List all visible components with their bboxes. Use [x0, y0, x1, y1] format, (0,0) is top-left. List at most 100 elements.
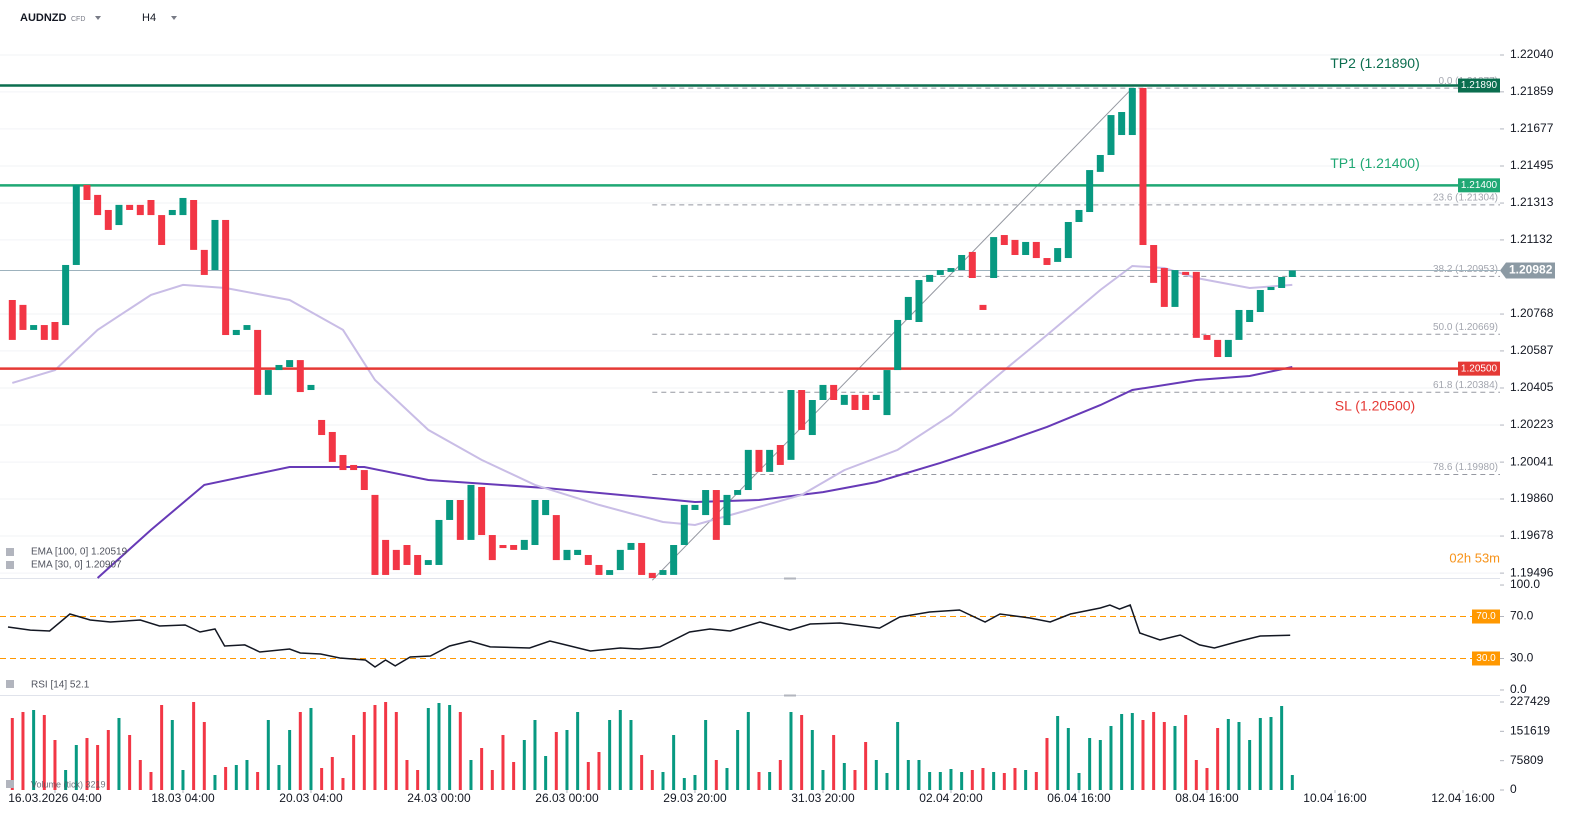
candle — [851, 394, 859, 410]
level-tag — [1458, 178, 1500, 193]
candle — [1171, 270, 1179, 307]
volume-bar — [1120, 714, 1124, 790]
candle — [360, 470, 368, 491]
level-tag-label: 1.21400 — [1461, 180, 1498, 191]
candle — [947, 268, 955, 272]
y-tick-label: 30.0 — [1510, 651, 1534, 665]
volume-bar — [309, 708, 313, 790]
candle — [40, 325, 48, 340]
level-annotation: SL (1.20500) — [1335, 397, 1415, 413]
volume-bar — [10, 718, 14, 790]
candle — [702, 490, 710, 516]
candle — [648, 572, 656, 578]
y-tick-label: 151619 — [1510, 724, 1550, 738]
volume-bar — [1258, 718, 1262, 790]
candle — [776, 445, 784, 465]
fib-label: 78.6 (1.19980) — [1433, 462, 1498, 473]
timeframe-dropdown[interactable] — [171, 16, 177, 20]
volume-bar — [874, 760, 878, 790]
volume-bar — [53, 740, 57, 790]
candle — [446, 499, 454, 520]
volume-bar — [1205, 768, 1209, 790]
y-tick-label: 1.20223 — [1510, 417, 1554, 431]
volume-bar — [704, 720, 708, 790]
volume-bar — [1024, 770, 1028, 790]
y-tick-label: 1.19860 — [1510, 491, 1554, 505]
candle — [72, 184, 80, 265]
candle — [1075, 209, 1083, 222]
level-tag — [1458, 78, 1500, 93]
volume-bar — [778, 760, 782, 790]
volume-bar — [1162, 722, 1166, 790]
y-tick-label: 1.20587 — [1510, 343, 1554, 357]
x-tick-label: 31.03 20:00 — [791, 791, 855, 805]
candle — [392, 549, 400, 571]
x-tick-label: 08.04 16:00 — [1175, 791, 1239, 805]
volume-bar — [1109, 726, 1113, 790]
candle — [243, 325, 251, 330]
volume-bar — [800, 715, 804, 790]
candle — [200, 249, 208, 275]
volume-bar — [213, 775, 217, 790]
y-tick-label: 0.0 — [1510, 682, 1527, 696]
volume-bar — [32, 710, 36, 790]
candle — [787, 390, 795, 460]
candle — [1043, 258, 1051, 265]
y-tick-label: 227429 — [1510, 694, 1550, 708]
volume-bar — [906, 760, 910, 790]
candle — [382, 539, 390, 575]
candle — [147, 199, 155, 216]
candle — [606, 570, 614, 575]
volume-bar — [565, 730, 569, 790]
timeframe[interactable]: H4 — [142, 12, 156, 24]
volume-bar — [1141, 720, 1145, 790]
level-tag-label: 1.21890 — [1461, 80, 1498, 91]
volume-bar — [1184, 715, 1188, 790]
volume-bar — [1290, 775, 1294, 790]
candle — [1128, 87, 1136, 136]
volume-bar — [21, 712, 25, 790]
candle — [584, 554, 592, 565]
volume-bar — [832, 735, 836, 790]
candle — [990, 237, 998, 279]
volume-bar — [586, 762, 590, 790]
volume-bar — [1034, 772, 1038, 790]
candle — [723, 494, 731, 526]
volume-bar — [277, 765, 281, 790]
volume-bar — [917, 760, 921, 790]
legend-label: EMA [100, 0] 1.20519 — [31, 547, 128, 558]
volume-bar — [746, 712, 750, 790]
volume-bar — [725, 768, 729, 790]
candle — [680, 504, 688, 546]
candle — [1224, 339, 1232, 358]
volume-bar — [405, 760, 409, 790]
volume-bar — [469, 760, 473, 790]
candle — [1107, 115, 1115, 155]
candle — [531, 499, 539, 546]
candle — [979, 304, 987, 310]
candle — [1288, 270, 1296, 277]
ema-line — [96, 366, 1293, 579]
volume-bar — [106, 730, 110, 790]
volume-bar — [544, 755, 548, 790]
candle — [926, 274, 934, 282]
candle — [168, 209, 176, 216]
volume-bar — [533, 720, 537, 790]
legend-icon — [6, 780, 14, 788]
candle — [595, 564, 603, 575]
symbol[interactable]: AUDNZD — [20, 12, 66, 24]
symbol-dropdown[interactable] — [95, 16, 101, 20]
last-price-label: 1.20982 — [1509, 263, 1553, 277]
rsi-band-label: 70.0 — [1476, 611, 1496, 622]
x-tick-label: 29.03 20:00 — [663, 791, 727, 805]
y-tick-label: 70.0 — [1510, 609, 1534, 623]
fib-trendline — [651, 87, 1133, 581]
candle — [307, 384, 315, 391]
volume-bar — [384, 702, 388, 790]
y-tick-label: 1.21859 — [1510, 84, 1554, 98]
volume-bar — [298, 712, 302, 790]
candle — [766, 449, 774, 472]
volume-bar — [1088, 738, 1092, 790]
candle — [734, 490, 742, 495]
candle — [638, 542, 646, 575]
